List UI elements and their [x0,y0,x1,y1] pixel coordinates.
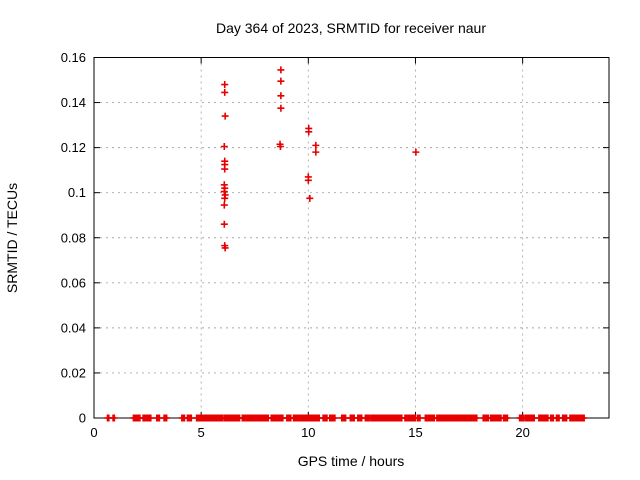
x-tick-label: 20 [515,425,529,440]
data-point-marker [312,141,320,149]
data-point-marker [276,142,284,150]
y-tick-label: 0.06 [61,275,86,290]
y-tick-label: 0.04 [61,320,86,335]
y-tick-label: 0.12 [61,140,86,155]
x-tick-label: 5 [198,425,205,440]
x-tick-label: 15 [408,425,422,440]
data-points-layer [104,66,588,422]
y-tick-label: 0.08 [61,230,86,245]
tick-labels: 0 5 10 15 20 0 0.02 0.04 0.06 0.08 0.1 0.12 0.14 0.16 [61,50,530,440]
data-point-marker [110,414,118,422]
y-tick-label: 0.16 [61,50,86,65]
data-point-marker [503,414,511,422]
data-point-marker [277,92,285,100]
data-point-marker [220,201,228,209]
data-point-marker [580,414,588,422]
data-point-marker [277,66,285,74]
grid-layer [94,57,609,418]
data-point-marker [220,142,228,150]
y-tick-label: 0.1 [68,185,86,200]
data-point-marker [331,414,339,422]
data-point-marker [221,244,229,252]
data-point-marker [221,88,229,96]
x-tick-label: 0 [90,425,97,440]
data-point-marker [220,188,228,196]
y-tick-label: 0.14 [61,95,86,110]
y-axis-label: SRMTID / TECUs [4,183,20,293]
data-point-marker [312,148,320,156]
y-tick-label: 0 [79,411,86,426]
x-tick-label: 10 [301,425,315,440]
data-point-marker [163,414,171,422]
data-point-marker [277,77,285,85]
data-point-marker [306,194,314,202]
plot-border [93,57,610,419]
data-point-marker [220,220,228,228]
data-point-marker [305,128,313,136]
y-tick-label: 0.02 [61,365,86,380]
data-point-marker [147,414,155,422]
axis-ticks [93,57,609,419]
chart-title: Day 364 of 2023, SRMTID for receiver nau… [216,20,486,36]
data-point-marker [221,112,229,120]
data-point-marker [221,194,229,202]
data-point-marker [473,414,481,422]
data-point-marker [277,104,285,112]
data-point-marker [304,176,312,184]
data-point-marker [412,148,420,156]
data-point-marker [221,81,229,89]
data-point-marker [221,165,229,173]
x-axis-label: GPS time / hours [298,453,405,469]
